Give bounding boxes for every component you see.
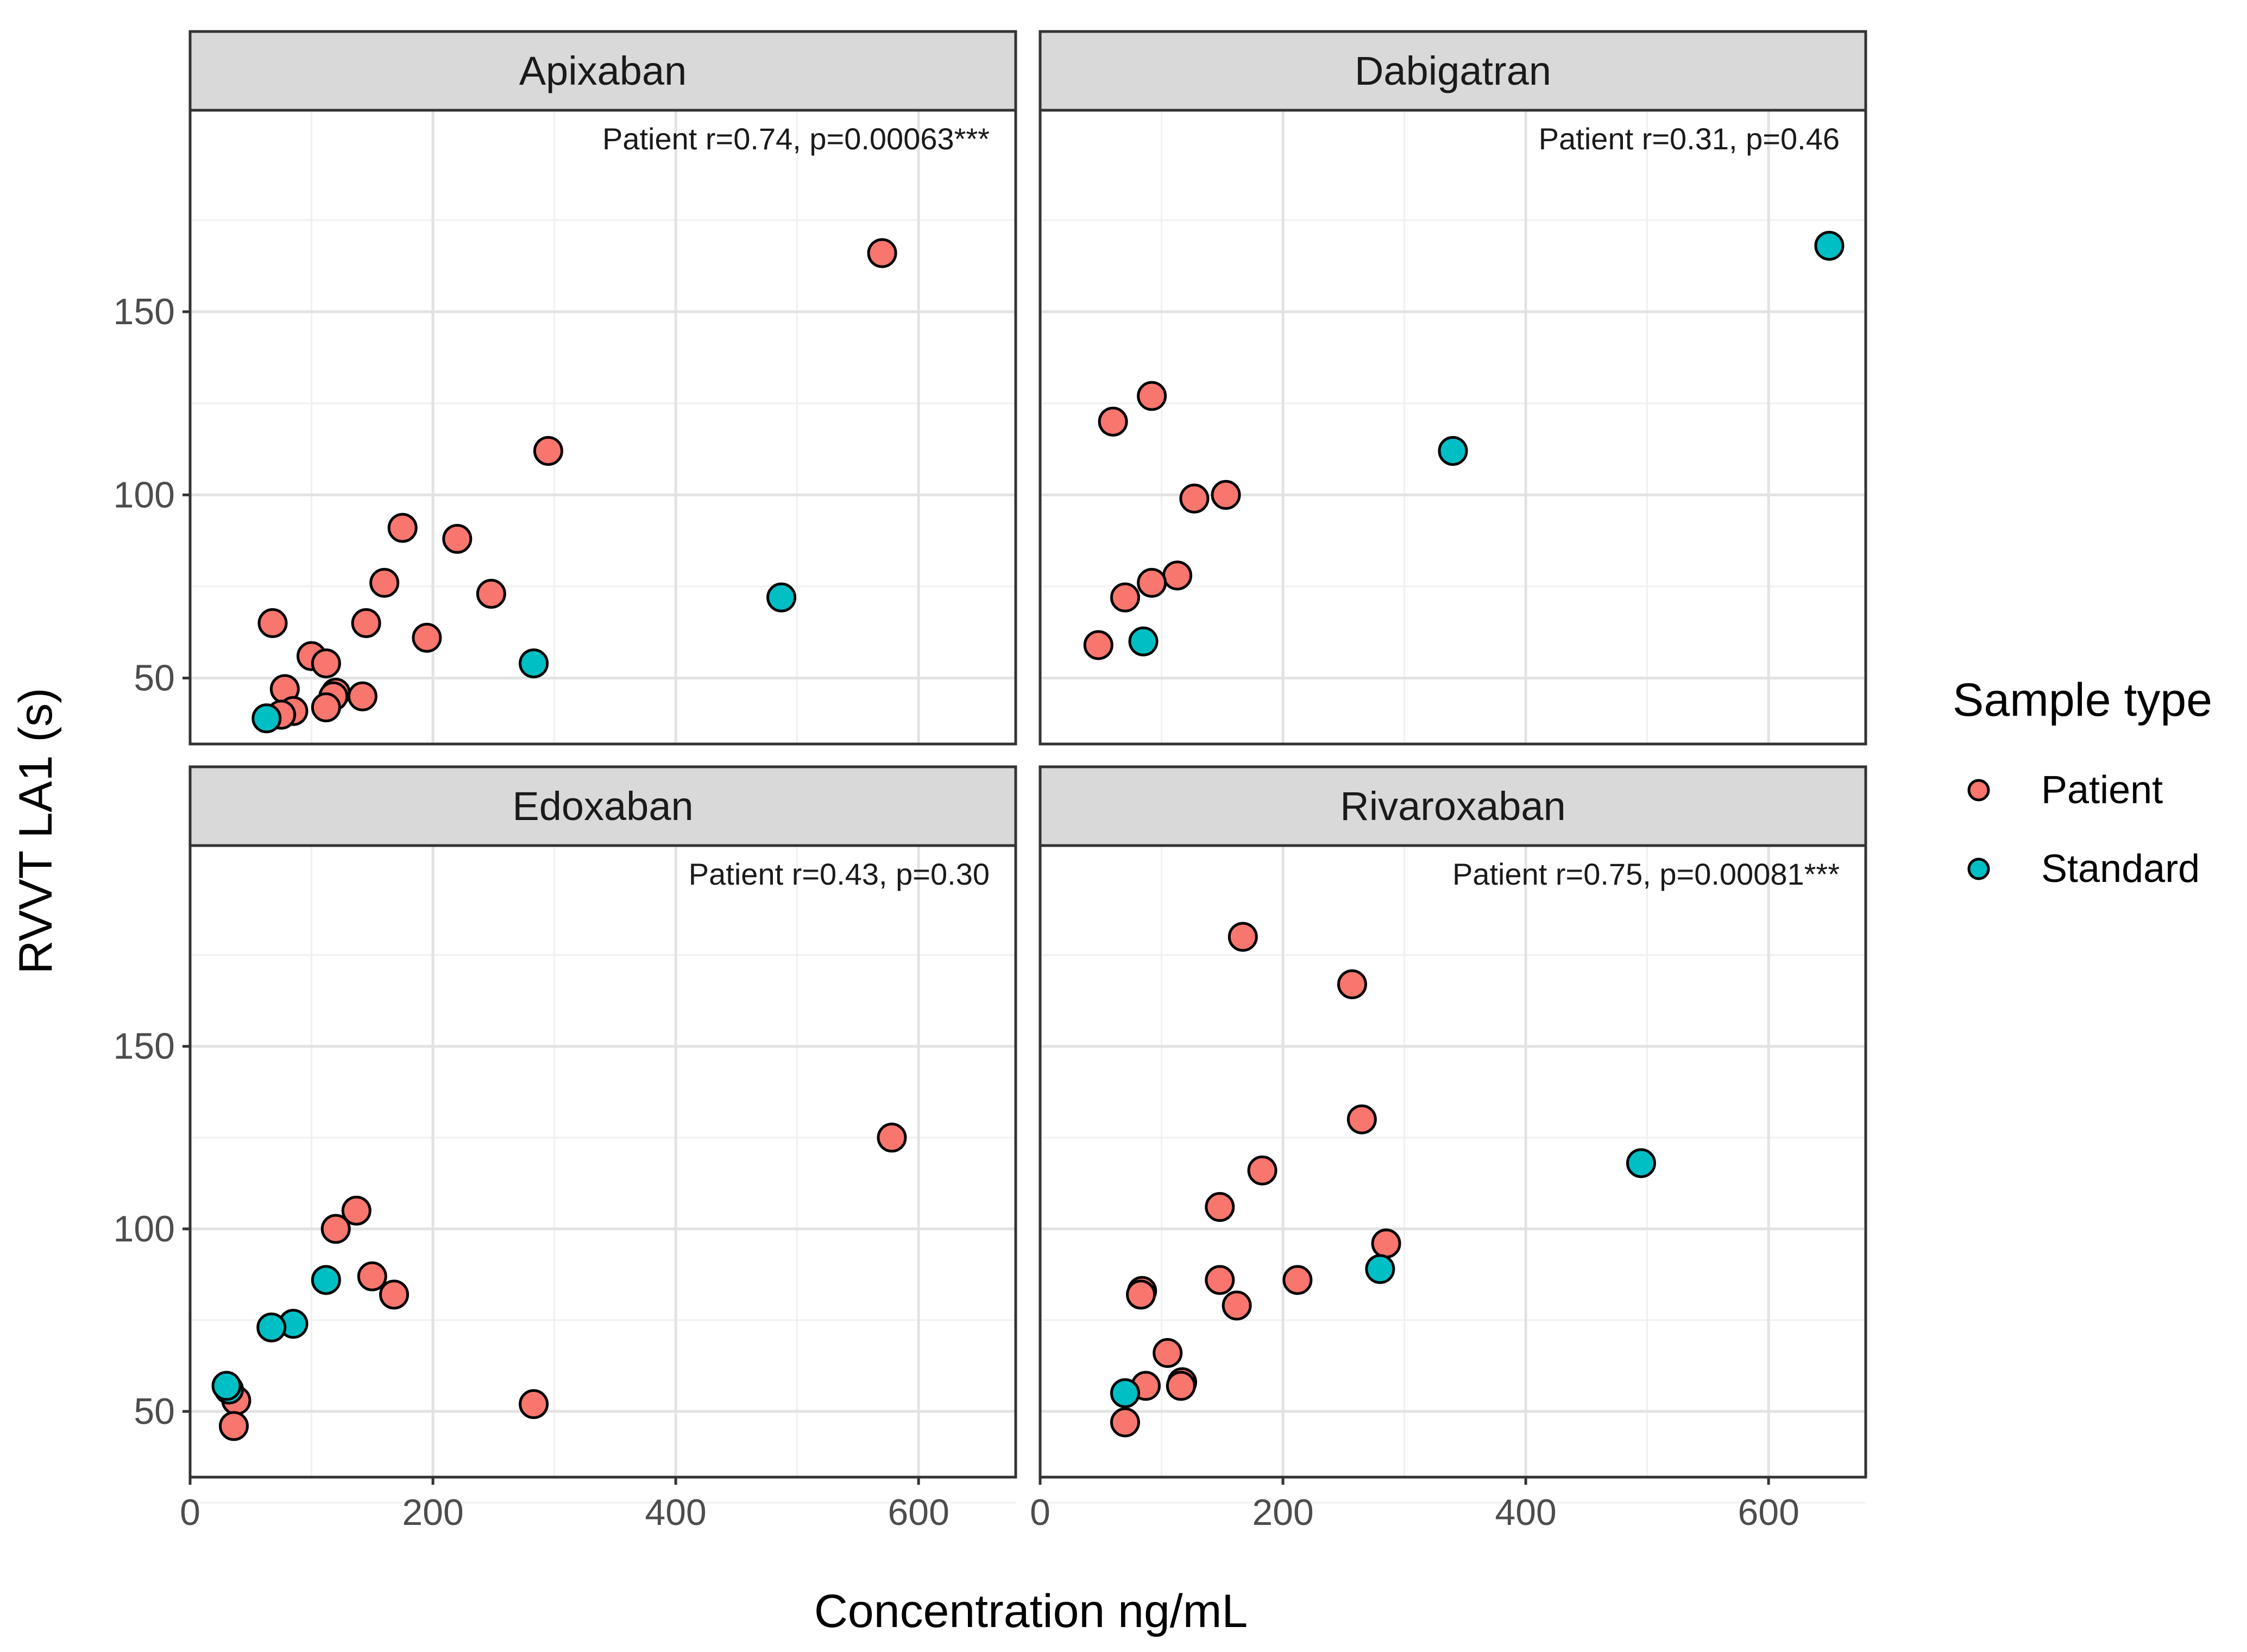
point-apixaban-patient <box>533 436 563 466</box>
point-dabigatran-patient <box>1162 560 1193 591</box>
point-rivaroxaban-patient <box>1222 1290 1252 1321</box>
point-apixaban-patient <box>351 608 381 638</box>
point-apixaban-patient <box>412 622 442 653</box>
x-tick-label: 400 <box>1495 1492 1556 1533</box>
y-tick-label: 150 <box>114 1026 175 1067</box>
x-tick-label: 600 <box>888 1492 949 1533</box>
point-rivaroxaban-patient <box>1205 1265 1235 1295</box>
y-tick-label: 100 <box>114 1208 175 1250</box>
point-dabigatran-patient <box>1137 381 1167 411</box>
strip-edoxaban <box>188 765 1017 847</box>
point-apixaban-patient <box>867 238 897 268</box>
point-apixaban-patient <box>369 568 400 598</box>
point-edoxaban-patient <box>357 1261 387 1291</box>
legend-label-patient: Patient <box>2041 768 2163 812</box>
legend-title: Sample type <box>1953 674 2212 726</box>
point-dabigatran-patient <box>1083 630 1113 660</box>
point-dabigatran-patient <box>1211 480 1241 510</box>
panel-rivaroxaban: Rivaroxaban Patient r=0.75, p=0.00081*** 0… <box>1030 765 1867 1533</box>
panel-dabigatran: Dabigatran Patient r=0.31, p=0.46 <box>1038 30 1867 771</box>
point-edoxaban-patient <box>218 1411 249 1441</box>
panel-border-apixaban <box>188 109 1017 746</box>
annotation-edoxaban: Patient r=0.43, p=0.30 <box>689 857 990 891</box>
annotation-dabigatran: Patient r=0.31, p=0.46 <box>1539 122 1840 156</box>
point-dabigatran-patient <box>1137 568 1167 598</box>
x-tick-label: 0 <box>180 1492 200 1533</box>
y-tick-label: 150 <box>114 291 175 332</box>
point-apixaban-patient <box>311 648 341 679</box>
point-rivaroxaban-patient <box>1166 1371 1196 1401</box>
x-tick-label: 200 <box>1252 1492 1313 1533</box>
y-tick-label: 50 <box>134 1391 175 1432</box>
point-apixaban-standard <box>766 582 797 613</box>
point-edoxaban-patient <box>519 1389 549 1420</box>
point-rivaroxaban-patient <box>1346 1104 1377 1134</box>
x-tick-label: 400 <box>645 1492 706 1533</box>
point-rivaroxaban-patient <box>1247 1155 1277 1186</box>
panel-border-edoxaban <box>188 844 1017 1479</box>
annotation-rivaroxaban: Patient r=0.75, p=0.00081*** <box>1452 857 1840 891</box>
point-rivaroxaban-patient <box>1110 1407 1140 1437</box>
panel-apixaban: Apixaban Patient r=0.74, p=0.00063*** 50 10… <box>114 30 1017 771</box>
point-dabigatran-patient <box>1179 483 1210 514</box>
strip-title-dabigatran: Dabigatran <box>1355 48 1551 93</box>
point-rivaroxaban-patient <box>1337 969 1367 999</box>
point-rivaroxaban-patient <box>1205 1192 1235 1222</box>
legend: Sample type Patient Standard <box>1953 674 2212 891</box>
point-dabigatran-standard <box>1128 626 1159 657</box>
point-apixaban-patient <box>387 513 418 543</box>
point-rivaroxaban-patient <box>1371 1228 1401 1259</box>
point-dabigatran-standard <box>1438 436 1468 466</box>
point-apixaban-patient <box>257 608 288 638</box>
point-rivaroxaban-patient <box>1153 1338 1183 1368</box>
point-rivaroxaban-patient <box>1282 1265 1313 1295</box>
point-apixaban-patient <box>476 578 506 609</box>
strip-title-apixaban: Apixaban <box>519 48 687 93</box>
legend-marker-patient <box>1967 779 1990 802</box>
strip-title-edoxaban: Edoxaban <box>512 784 693 829</box>
panel-border-dabigatran <box>1038 109 1867 746</box>
point-rivaroxaban-standard <box>1626 1148 1656 1178</box>
point-rivaroxaban-patient <box>1228 922 1258 952</box>
point-apixaban-standard <box>519 648 549 679</box>
point-dabigatran-patient <box>1098 406 1128 437</box>
strip-apixaban <box>188 30 1017 112</box>
point-edoxaban-patient <box>379 1279 410 1310</box>
y-tick-label: 50 <box>134 658 175 699</box>
panel-border-rivaroxaban <box>1038 844 1867 1479</box>
point-edoxaban-standard <box>256 1312 287 1342</box>
point-apixaban-patient <box>442 524 473 554</box>
y-tick-label: 100 <box>114 474 175 515</box>
x-tick-label: 600 <box>1738 1492 1799 1533</box>
point-apixaban-standard <box>251 703 282 734</box>
point-rivaroxaban-standard <box>1110 1378 1140 1408</box>
point-edoxaban-patient <box>877 1123 907 1153</box>
legend-marker-standard <box>1967 857 1990 880</box>
point-edoxaban-standard <box>211 1371 242 1401</box>
x-tick-label: 200 <box>402 1492 463 1533</box>
point-dabigatran-standard <box>1814 231 1845 261</box>
x-axis-title: Concentration ng/mL <box>814 1585 1248 1637</box>
x-tick-label: 0 <box>1030 1492 1050 1533</box>
y-axis-title: RVVT LA1 (s) <box>10 688 62 974</box>
point-apixaban-patient <box>311 692 341 723</box>
strip-title-rivaroxaban: Rivaroxaban <box>1340 784 1565 829</box>
point-apixaban-patient <box>347 681 377 711</box>
point-edoxaban-patient <box>341 1195 372 1226</box>
panel-edoxaban: Edoxaban Patient r=0.43, p=0.30 50 100 150 0 2… <box>114 765 1017 1533</box>
legend-label-standard: Standard <box>2041 847 2200 891</box>
point-rivaroxaban-standard <box>1365 1254 1395 1284</box>
annotation-apixaban: Patient r=0.74, p=0.00063*** <box>602 122 990 156</box>
point-edoxaban-standard <box>311 1265 341 1295</box>
point-edoxaban-patient <box>320 1214 351 1244</box>
point-dabigatran-patient <box>1110 582 1140 613</box>
point-rivaroxaban-patient <box>1126 1279 1156 1310</box>
